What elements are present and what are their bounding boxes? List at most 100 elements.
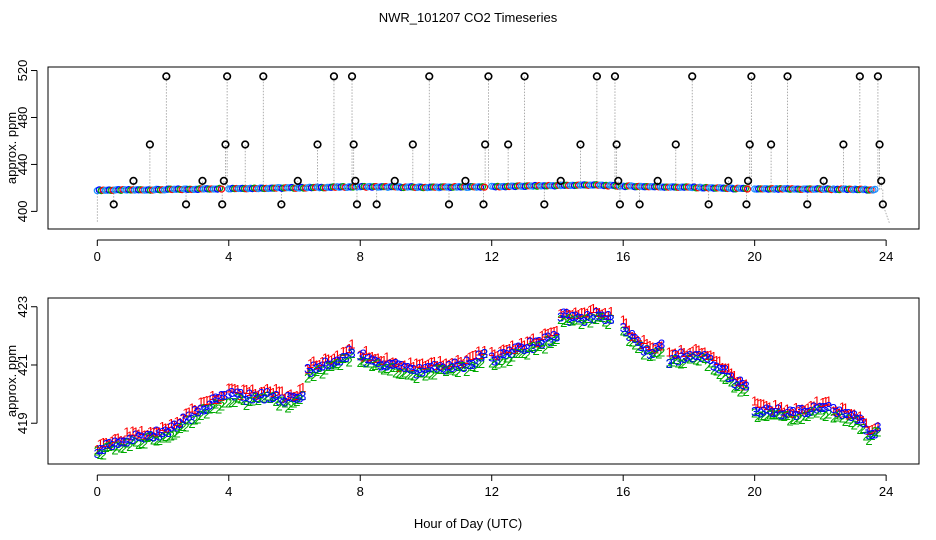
level-3-marker: 3	[249, 391, 256, 406]
top-x-tick-label: 16	[616, 249, 630, 264]
level-2-marker: 2	[120, 441, 127, 456]
level-3-marker: 3	[237, 386, 244, 401]
level-2-marker: 2	[451, 363, 458, 378]
level-1-marker: 1	[434, 358, 441, 373]
level-1-marker: 1	[246, 384, 253, 399]
level-2-marker: 2	[334, 356, 341, 371]
level-1-marker: 1	[203, 393, 210, 408]
level-3-marker: 3	[401, 360, 408, 375]
level-1-marker: 1	[581, 304, 588, 319]
level-2-marker: 2	[789, 412, 796, 427]
level-1-marker: 1	[593, 304, 600, 319]
level-2-marker: 2	[521, 346, 528, 361]
level-3-marker: 3	[159, 425, 166, 440]
spike-point	[484, 72, 493, 81]
level-1-marker: 1	[728, 366, 735, 381]
level-2-marker: 2	[108, 438, 115, 453]
level-1-marker: 1	[518, 335, 525, 350]
level-3-marker: 3	[114, 436, 121, 451]
level-3-marker: 3	[637, 339, 644, 354]
level-1-marker: 1	[572, 304, 579, 319]
spike-point	[520, 72, 529, 81]
bottom-plot-frame	[47, 297, 920, 465]
top-x-axis: 0 4 8 12 16 20 24	[94, 239, 893, 264]
level-2-marker: 2	[386, 363, 393, 378]
level-1-marker: 1	[497, 343, 504, 358]
level-1-marker: 1	[366, 350, 373, 365]
level-2-marker: 2	[587, 315, 594, 330]
level-3-marker: 3	[813, 401, 820, 416]
level-2-marker: 2	[337, 358, 344, 373]
level-2-marker: 2	[488, 355, 495, 370]
level-1-marker: 1	[775, 401, 782, 416]
level-3-marker: 3	[804, 405, 811, 420]
level-2-marker: 2	[331, 358, 338, 373]
level-1-marker: 1	[94, 442, 101, 457]
level-2-marker: 2	[374, 356, 381, 371]
spike-point	[425, 72, 434, 81]
level-3-marker: 3	[740, 377, 747, 392]
top-panel: 0 4 8 12 16 20 24 400 440 480 520 approx. ppm	[4, 60, 920, 264]
level-1-marker: 1	[538, 328, 545, 343]
level-2-marker: 2	[231, 395, 238, 410]
level-3-marker: 3	[319, 359, 326, 374]
level-3-marker: 3	[725, 370, 732, 385]
spike-point	[241, 140, 250, 149]
level-2-marker: 2	[478, 356, 485, 371]
level-3-marker: 3	[666, 356, 673, 371]
level-3-marker: 3	[215, 391, 222, 406]
bottom-x-tick-label: 4	[225, 484, 232, 499]
level-3-marker: 3	[117, 435, 124, 450]
level-1-marker: 1	[135, 426, 142, 441]
spike-point	[390, 176, 399, 185]
level-2-marker: 2	[830, 411, 837, 426]
level-3-marker: 3	[454, 359, 461, 374]
bottom-level-markers: 1231231231231231231231231231231231231231…	[94, 301, 882, 462]
level-1-marker: 1	[704, 348, 711, 363]
level-3-marker: 3	[284, 389, 291, 404]
level-2-marker: 2	[822, 409, 829, 424]
level-2-marker: 2	[237, 391, 244, 406]
level-3-marker: 3	[784, 406, 791, 421]
level-1-marker: 1	[342, 343, 349, 358]
level-3-marker: 3	[672, 347, 679, 362]
level-3-marker: 3	[596, 308, 603, 323]
level-1-marker: 1	[156, 425, 163, 440]
level-3-marker: 3	[182, 412, 189, 427]
level-1-marker: 1	[337, 351, 344, 366]
level-1-marker: 1	[383, 350, 390, 365]
level-2-marker: 2	[240, 393, 247, 408]
level-2-marker: 2	[620, 323, 627, 338]
level-2-marker: 2	[530, 339, 537, 354]
level-2-marker: 2	[457, 359, 464, 374]
level-2-marker: 2	[532, 343, 539, 358]
level-2-marker: 2	[851, 417, 858, 432]
level-2-marker: 2	[813, 405, 820, 420]
level-1-marker: 1	[500, 342, 507, 357]
level-2-marker: 2	[147, 429, 154, 444]
level-1-marker: 1	[267, 383, 274, 398]
level-2-marker: 2	[215, 402, 222, 417]
level-1-marker: 1	[97, 437, 104, 452]
level-1-marker: 1	[557, 306, 564, 321]
level-3-marker: 3	[620, 320, 627, 335]
level-1-marker: 1	[666, 345, 673, 360]
level-2-marker: 2	[816, 403, 823, 418]
level-3-marker: 3	[547, 335, 554, 350]
level-2-marker: 2	[363, 355, 370, 370]
level-2-marker: 2	[772, 408, 779, 423]
level-2-marker: 2	[784, 408, 791, 423]
level-2-marker: 2	[383, 361, 390, 376]
level-3-marker: 3	[643, 343, 650, 358]
level-3-marker: 3	[524, 341, 531, 356]
level-3-marker: 3	[129, 432, 136, 447]
level-1-marker: 1	[737, 374, 744, 389]
level-2-marker: 2	[491, 358, 498, 373]
level-2-marker: 2	[538, 337, 545, 352]
level-2-marker: 2	[475, 356, 482, 371]
level-3-marker: 3	[695, 348, 702, 363]
level-3-marker: 3	[544, 330, 551, 345]
spike-point	[145, 140, 154, 149]
level-1-marker: 1	[374, 351, 381, 366]
level-3-marker: 3	[431, 358, 438, 373]
